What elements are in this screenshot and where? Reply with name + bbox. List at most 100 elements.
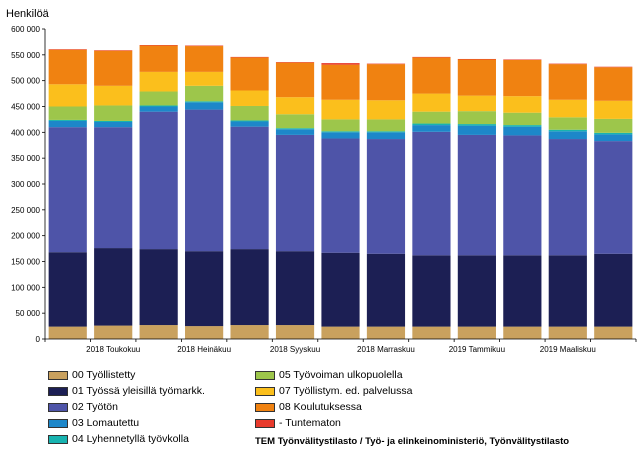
bar-segment	[139, 71, 178, 92]
bar-segment	[321, 132, 360, 139]
bar-segment	[185, 101, 224, 103]
x-axis: 2018 Toukokuu 2018 Heinäkuu 2018 Syyskuu 20…	[44, 338, 637, 354]
bar-segment	[548, 139, 587, 256]
bar-segment	[94, 248, 133, 326]
bar-segment	[548, 63, 587, 65]
bar-segment	[412, 56, 451, 58]
bar-stack	[230, 56, 269, 339]
bar-segment	[275, 134, 315, 252]
bar-segment	[94, 120, 133, 122]
y-tick-label: 50 000	[16, 309, 41, 318]
bar-stack	[503, 59, 542, 339]
bar-segment	[139, 105, 178, 107]
bar-segment	[366, 100, 406, 120]
legend-item-05: 05 Työvoiman ulkopuolella	[255, 369, 403, 382]
bar-segment	[275, 129, 315, 135]
bar-segment	[321, 252, 360, 327]
bar-segment	[275, 114, 315, 129]
bar-segment	[457, 58, 496, 60]
bar-segment	[139, 45, 178, 72]
bar-segment	[275, 62, 315, 63]
legend-label: 02 Työtön	[72, 401, 118, 413]
bar-segment	[275, 325, 315, 339]
bar-segment	[412, 255, 451, 327]
bar-segment	[321, 131, 360, 133]
bar-segment	[548, 129, 587, 132]
bar-segment	[412, 111, 451, 124]
bar-segment	[94, 50, 133, 86]
bar-segment	[94, 122, 133, 128]
bar-segment	[48, 49, 87, 85]
bar-segment	[94, 325, 133, 339]
bar-segment	[594, 134, 633, 142]
bar-segment	[275, 251, 315, 326]
bar-segment	[594, 326, 633, 339]
legend-item-tuntematon: - Tuntematon	[255, 417, 341, 430]
bar-segment	[321, 138, 360, 253]
bar-segment	[185, 45, 224, 47]
bar-segment	[366, 119, 406, 132]
bar-segment	[457, 124, 496, 126]
bar-segment	[48, 49, 87, 50]
legend-swatch	[48, 371, 68, 380]
bar-stack	[94, 50, 133, 339]
bar-segment	[457, 326, 496, 339]
legend: 00 Työllistetty 01 Työssä yleisillä työm…	[48, 369, 633, 451]
bar-segment	[230, 105, 269, 121]
x-tick-label: 2018 Syyskuu	[270, 345, 320, 354]
bar-stack	[275, 62, 315, 339]
legend-label: 03 Lomautettu	[72, 417, 140, 429]
y-tick-label: 150 000	[11, 258, 40, 267]
y-tick-label: 550 000	[11, 51, 40, 60]
legend-swatch	[255, 419, 275, 428]
bar-segment	[185, 251, 224, 327]
bar-segment	[503, 112, 542, 126]
bar-segment	[457, 111, 496, 125]
bar-segment	[230, 121, 269, 127]
bar-segment	[139, 91, 178, 106]
bar-segment	[594, 118, 633, 133]
bar-segment	[230, 90, 269, 106]
bar-segment	[594, 253, 633, 327]
bar-stack	[185, 45, 224, 339]
bar-segment	[48, 106, 87, 120]
bar-segment	[503, 255, 542, 327]
bar-segment	[48, 326, 87, 339]
legend-item-00: 00 Työllistetty	[48, 369, 135, 382]
bar-segment	[230, 120, 269, 122]
bar-segment	[457, 255, 496, 327]
bar-segment	[321, 99, 360, 120]
bar-stack	[412, 56, 451, 339]
bar-segment	[94, 127, 133, 249]
x-tick-label: 2019 Maaliskuu	[540, 345, 596, 354]
bar-segment	[366, 132, 406, 140]
bar-segment	[503, 59, 542, 60]
bar-stack	[594, 66, 633, 339]
bar-segment	[139, 106, 178, 112]
y-axis: 0 50 000 100 000 150 000 200 000 250 000 300 0…	[11, 25, 46, 344]
bar-segment	[230, 249, 269, 326]
legend-label: 08 Koulutuksessa	[279, 401, 362, 413]
bar-segment	[321, 326, 360, 339]
bar-segment	[548, 117, 587, 130]
legend-label: 07 Työllistym. ed. palvelussa	[279, 385, 413, 397]
bar-segment	[48, 252, 87, 327]
x-tick-label: 2019 Tammikuu	[449, 345, 505, 354]
bar-segment	[366, 63, 406, 65]
bar-segment	[457, 125, 496, 135]
bar-segment	[503, 126, 542, 136]
bar-segment	[457, 95, 496, 112]
y-axis-title: Henkilöä	[6, 8, 50, 20]
bar-segment	[412, 123, 451, 126]
bar-segment	[230, 57, 269, 91]
legend-label: 01 Työssä yleisillä työmarkk.	[72, 385, 205, 397]
bar-segment	[321, 119, 360, 132]
bar-stack	[366, 63, 406, 339]
x-tick-label: 2018 Marraskuu	[357, 345, 415, 354]
bar-segment	[503, 135, 542, 256]
legend-swatch	[48, 403, 68, 412]
bar-segment	[185, 46, 224, 72]
bar-segment	[503, 96, 542, 113]
bar-segment	[94, 50, 133, 51]
legend-label: 04 Lyhennetyllä työvkolla	[72, 433, 189, 445]
